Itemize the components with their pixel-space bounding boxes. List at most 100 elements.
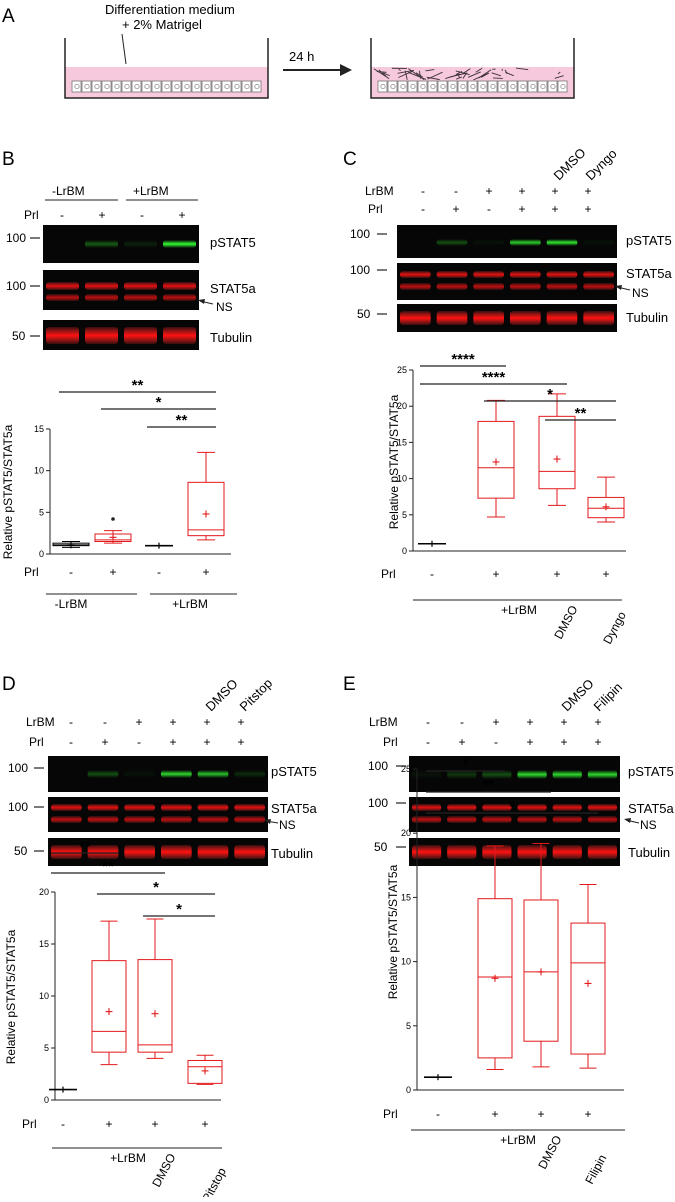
prl-label: Prl <box>368 202 383 216</box>
cell <box>112 81 121 92</box>
lrbm-label: LrBM <box>26 715 55 729</box>
lrbm-sign: + <box>526 715 533 729</box>
blot-label-tubulin: Tubulin <box>210 330 252 345</box>
significance-stars: * <box>463 756 469 773</box>
cell <box>508 81 517 92</box>
blot-band <box>85 294 118 301</box>
medium-label-line2: + 2% Matrigel <box>122 17 202 32</box>
mw-marker: 100 <box>350 227 370 241</box>
cell <box>92 81 101 92</box>
blot-band <box>400 311 431 325</box>
lrbm-sign: + <box>203 715 210 729</box>
mw-marker: 50 <box>12 329 26 343</box>
blot-band <box>553 804 582 811</box>
group-label: -LrBM <box>55 597 88 611</box>
y-tick-label: 0 <box>406 1085 411 1095</box>
lrbm-sign: - <box>103 715 107 729</box>
cell <box>192 81 201 92</box>
blot-band <box>163 282 196 290</box>
blot-label-ns: NS <box>216 300 233 314</box>
box-4 <box>571 885 605 1069</box>
cell <box>448 81 457 92</box>
group-label-minus-lrbm: -LrBM <box>52 184 85 198</box>
culture-well-before <box>65 38 268 98</box>
prl-sign: - <box>60 208 64 222</box>
blot-band <box>510 239 541 246</box>
box-1 <box>418 541 446 547</box>
prl-sign: - <box>140 208 144 222</box>
cell <box>172 81 181 92</box>
cell <box>398 81 407 92</box>
cell <box>102 81 111 92</box>
cell <box>418 81 427 92</box>
rotated-label-pitstop: Pitstop <box>237 675 276 714</box>
significance-stars: ** <box>102 858 114 875</box>
group-label-plus-lrbm: +LrBM <box>133 184 169 198</box>
cell <box>72 81 81 92</box>
blot-band <box>437 239 468 246</box>
mw-marker: 100 <box>350 263 370 277</box>
prl-label: Prl <box>383 735 398 749</box>
blot-band <box>437 283 468 290</box>
blot-band <box>88 845 119 859</box>
blot-band <box>124 294 157 301</box>
prl-sign: + <box>584 1107 591 1121</box>
cell <box>528 81 537 92</box>
box-1 <box>53 541 89 548</box>
blot-band <box>198 804 229 811</box>
blot-label-pstat5: pSTAT5 <box>210 235 256 250</box>
mw-marker: 100 <box>6 231 26 245</box>
prl-sign: + <box>151 1117 158 1131</box>
prl-sign: - <box>69 735 73 749</box>
arrow-icon <box>624 818 631 823</box>
rotated-label-dyngo: Dyngo <box>583 146 620 183</box>
blot-band <box>124 816 155 823</box>
blot-band <box>473 239 504 246</box>
cell-monolayer <box>378 81 567 92</box>
group-label: +LrBM <box>500 1133 536 1147</box>
y-tick-label: 10 <box>401 957 411 967</box>
blot-band <box>163 240 196 248</box>
rotated-label-dmso: DMSO <box>559 676 597 714</box>
lrbm-sign: - <box>421 184 425 198</box>
box-4 <box>188 1055 222 1084</box>
prl-label: Prl <box>24 565 39 579</box>
y-tick-label: 5 <box>39 507 44 517</box>
prl-sign: + <box>491 1107 498 1121</box>
prl-sign: + <box>169 735 176 749</box>
significance-stars: * <box>153 879 159 896</box>
blot-band <box>51 804 82 811</box>
blot-band <box>85 327 118 344</box>
box-iqr <box>188 482 224 535</box>
blot-band <box>124 845 155 859</box>
y-axis-label: Relative pSTAT5/STAT5a <box>1 424 15 559</box>
significance-stars: * <box>176 901 182 918</box>
arrow-icon <box>198 299 205 304</box>
blot-band <box>583 311 614 325</box>
lrbm-sign: + <box>584 184 591 198</box>
y-tick-label: 10 <box>34 466 44 476</box>
prl-sign: + <box>560 735 567 749</box>
blot-label-pstat5: pSTAT5 <box>626 233 672 248</box>
lrbm-sign: + <box>135 715 142 729</box>
cell <box>478 81 487 92</box>
lrbm-sign: - <box>454 184 458 198</box>
blot-label-ns: NS <box>632 286 649 300</box>
panel-b: B -LrBM +LrBM Prl - + - + 100 100 50 pST… <box>2 149 257 350</box>
mw-marker: 100 <box>368 796 388 810</box>
blot-band <box>88 770 119 778</box>
mw-marker: 50 <box>374 840 388 854</box>
blot-band <box>588 845 617 859</box>
y-axis-label: Relative pSTAT5/STAT5a <box>387 394 401 529</box>
treatment-signs: --++++-+-+++ <box>426 715 602 749</box>
blot-band <box>510 283 541 290</box>
blot-band <box>510 311 541 325</box>
blot-band <box>588 816 617 823</box>
prl-sign: - <box>421 202 425 216</box>
prl-label: Prl <box>29 735 44 749</box>
blot-band <box>234 804 265 811</box>
cell <box>232 81 241 92</box>
prl-sign: + <box>584 202 591 216</box>
y-tick-label: 15 <box>39 939 49 949</box>
cell <box>222 81 231 92</box>
